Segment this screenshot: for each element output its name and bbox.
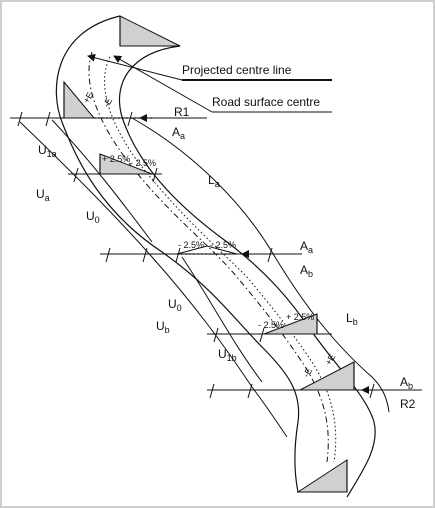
inner-curve-a — [51, 119, 153, 243]
label-u0-lower: U0 — [168, 297, 182, 313]
slope-bottom-right: +E — [323, 352, 337, 367]
label-r1: R1 — [174, 105, 190, 119]
cross-section-top — [119, 15, 181, 47]
label-aa-mid: Aa — [300, 239, 313, 255]
label-ua: Ua — [36, 187, 50, 203]
label-la: La — [208, 173, 220, 189]
road-edge-right — [118, 45, 376, 498]
label-u1a: U1a — [38, 143, 57, 159]
legend-projected-label: Projected centre line — [182, 63, 292, 77]
slope-a-left: + 2.5% — [102, 154, 130, 164]
road-edge-left — [55, 15, 300, 493]
slope-b-right: + 2.5% — [286, 312, 314, 322]
slope-top-right: -E — [101, 96, 114, 109]
tick-marks — [17, 111, 375, 399]
slope-b-left: - 2.5% — [258, 320, 284, 330]
legend-road-label: Road surface centre — [212, 95, 320, 109]
slope-bottom-left: -E — [301, 366, 314, 379]
label-ab-bottom: Ab — [400, 375, 413, 391]
outer-curve-left — [19, 121, 288, 438]
slope-top-left: +E — [81, 90, 95, 105]
label-u1b: U1b — [218, 347, 237, 363]
slope-a-right: - 2.5% — [130, 158, 156, 168]
label-lb: Lb — [346, 311, 358, 327]
label-ub: Ub — [156, 319, 170, 335]
outer-curve-right — [131, 117, 390, 413]
inner-curve-b — [181, 256, 263, 383]
label-r2: R2 — [400, 397, 416, 411]
label-u0-upper: U0 — [86, 209, 100, 225]
label-ab-mid: Ab — [300, 263, 313, 279]
cross-section-bottom — [296, 459, 348, 493]
slope-mid-left: - 2.5% — [178, 240, 204, 250]
legend-road-leader — [113, 55, 213, 113]
slope-mid-right: - 2.5% — [210, 240, 236, 250]
projected-centre-line — [88, 51, 329, 463]
label-aa-top: Aa — [172, 125, 185, 141]
